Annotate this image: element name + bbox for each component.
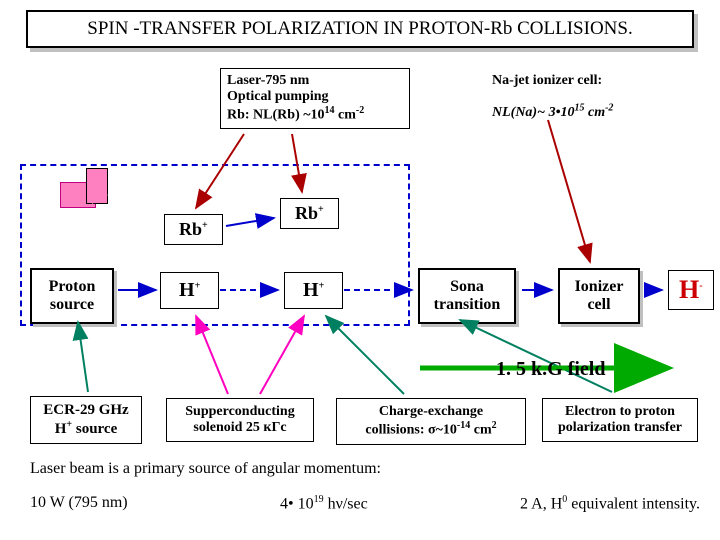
bottom-c3: 2 A, H0 equivalent intensity. (520, 494, 700, 513)
ecr-l2: H+ source (37, 419, 135, 438)
ecr-box: ECR-29 GHz H+ source (30, 396, 142, 444)
ep-l1: Electron to proton (549, 404, 691, 420)
charge-exchange-box: Charge-exchange collisions: σ~10-14 cm2 (336, 398, 526, 445)
arrows-svg (0, 0, 720, 540)
bottom-c1: 10 W (795 nm) (30, 494, 128, 513)
bottom-c2: 4• 1019 hν/sec (280, 494, 368, 513)
kg-field-label: 1. 5 k.G field (496, 358, 605, 381)
sol-l1: Supperconducting (173, 404, 307, 420)
ep-l2: polarization transfer (549, 420, 691, 436)
chg-l2: collisions: σ~10-14 cm2 (343, 420, 519, 439)
laser-statement: Laser beam is a primary source of angula… (30, 460, 381, 478)
sol-l2: solenoid 25 кГс (173, 420, 307, 436)
solenoid-box: Supperconducting solenoid 25 кГс (166, 398, 314, 442)
electron-proton-box: Electron to proton polarization transfer (542, 398, 698, 442)
bottom-row: 10 W (795 nm) 4• 1019 hν/sec 2 A, H0 equ… (30, 494, 700, 513)
ecr-l1: ECR-29 GHz (37, 402, 135, 419)
chg-l1: Charge-exchange (343, 404, 519, 420)
